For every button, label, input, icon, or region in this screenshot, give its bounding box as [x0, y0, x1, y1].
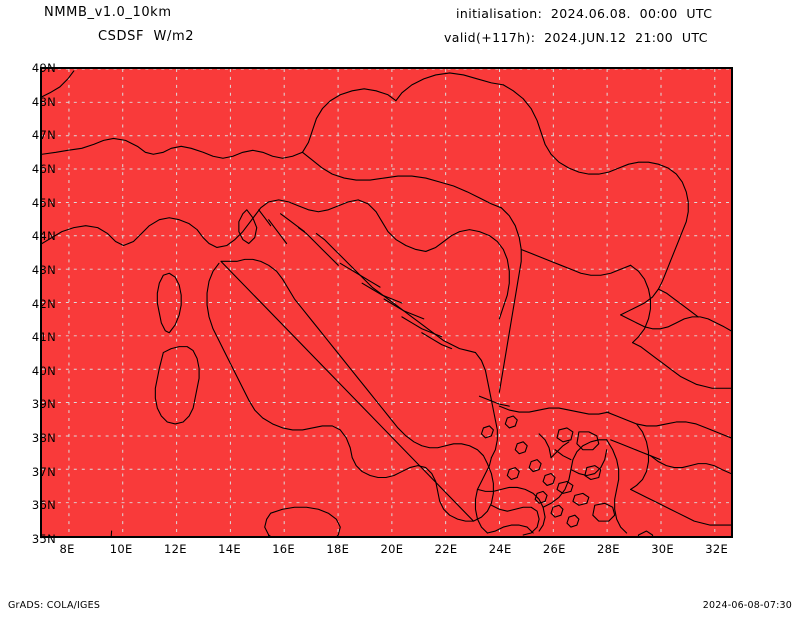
xtick-10e: 10E	[109, 542, 133, 556]
map-plot-area	[40, 67, 733, 538]
ytick-42n: 42N	[31, 296, 56, 311]
xtick-30e: 30E	[651, 542, 674, 556]
ytick-46n: 46N	[31, 161, 56, 176]
ytick-36n: 36N	[31, 498, 56, 513]
ytick-49n: 49N	[31, 61, 56, 75]
ytick-35n: 35N	[31, 532, 56, 546]
ytick-37n: 37N	[31, 464, 56, 479]
xtick-22e: 22E	[434, 542, 458, 556]
xtick-16e: 16E	[272, 542, 295, 556]
ytick-48n: 48N	[31, 94, 56, 109]
map-header: NMMB_v1.0_10km CSDSF W/m2 initialisation…	[0, 0, 800, 60]
ytick-39n: 39N	[31, 397, 56, 412]
grads-credit: GrADS: COLA/IGES	[8, 600, 101, 611]
coastlines-and-borders	[42, 70, 731, 536]
xtick-8e: 8E	[59, 542, 75, 556]
gridlines	[42, 69, 731, 536]
ytick-40n: 40N	[31, 363, 56, 378]
ytick-38n: 38N	[31, 431, 56, 446]
render-timestamp: 2024-06-08-07:30	[702, 600, 792, 611]
xtick-20e: 20E	[380, 542, 404, 556]
ytick-47n: 47N	[31, 128, 56, 143]
xtick-14e: 14E	[218, 542, 241, 556]
variable-label: CSDSF W/m2	[98, 29, 195, 44]
ytick-41n: 41N	[31, 330, 56, 345]
xtick-12e: 12E	[163, 542, 187, 556]
xtick-26e: 26E	[542, 542, 566, 556]
map-canvas	[42, 69, 731, 536]
initialisation-time: initialisation: 2024.06.08. 00:00 UTC	[456, 6, 713, 21]
ytick-43n: 43N	[31, 262, 56, 277]
ytick-45n: 45N	[31, 195, 56, 210]
xtick-28e: 28E	[596, 542, 620, 556]
ytick-44n: 44N	[31, 229, 56, 244]
map-frame	[40, 67, 733, 538]
valid-time: valid(+117h): 2024.JUN.12 21:00 UTC	[444, 30, 708, 45]
xtick-18e: 18E	[326, 542, 350, 556]
xtick-32e: 32E	[705, 542, 729, 556]
xtick-24e: 24E	[488, 542, 512, 556]
model-title: NMMB_v1.0_10km	[44, 5, 172, 20]
